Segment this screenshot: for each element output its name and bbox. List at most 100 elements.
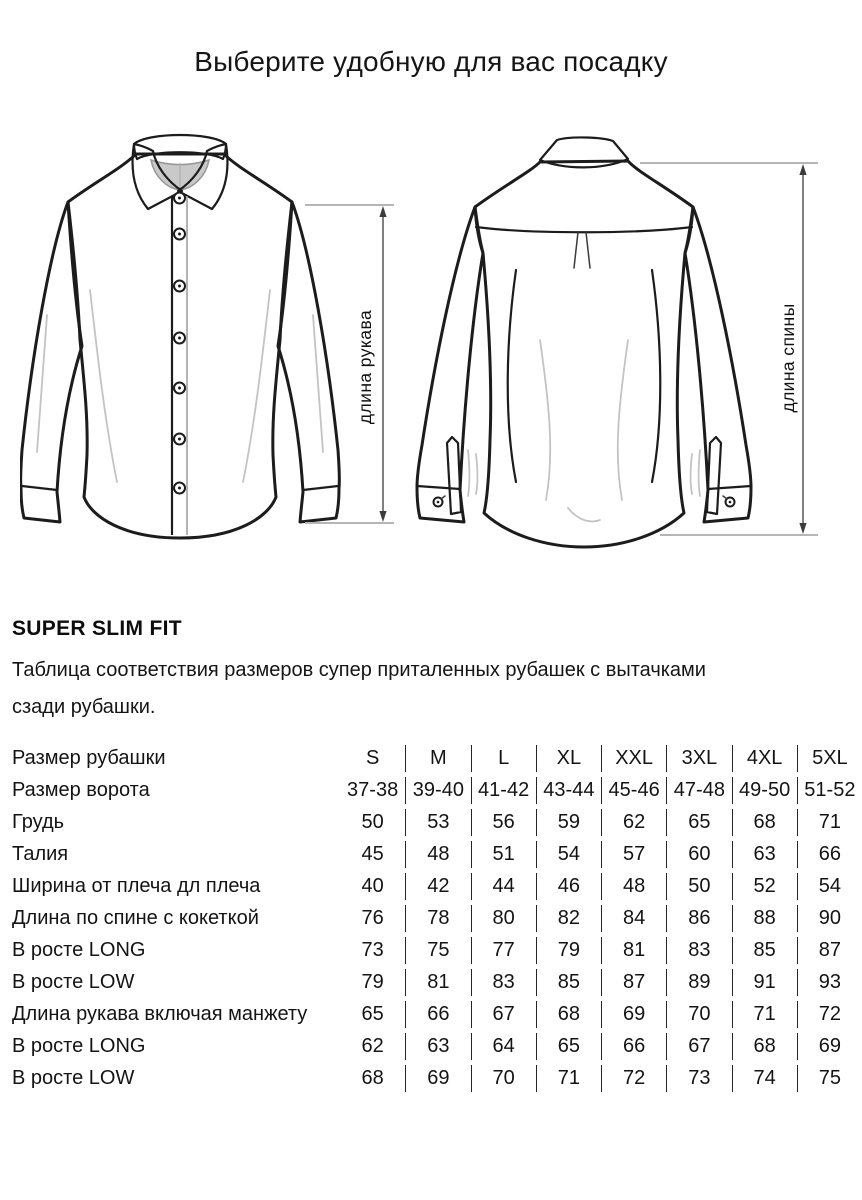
cell-value: 68 xyxy=(361,1067,384,1089)
cell-value: 54 xyxy=(535,841,601,868)
front-buttons xyxy=(173,191,186,495)
cell-value: 52 xyxy=(731,873,797,900)
cell-value: 37-38 xyxy=(347,779,399,801)
row-label: Размер рубашки xyxy=(12,747,166,769)
cell-value: 66 xyxy=(796,841,862,868)
cell-value: 65 xyxy=(535,1033,601,1060)
cell-value: 43-44 xyxy=(535,777,601,804)
cell-value: 46 xyxy=(535,873,601,900)
table-row: Размер ворота 37-38 39-40 41-42 43-44 45-46 47… xyxy=(12,777,862,804)
table-row: В росте LONG 73 75 77 79 81 83 85 87 xyxy=(12,937,862,964)
cell-value: 45 xyxy=(361,843,384,865)
cell-value: 45-46 xyxy=(601,777,666,804)
cell-value: 80 xyxy=(470,905,536,932)
cell-value: 51-52 xyxy=(796,777,862,804)
cell-value: 68 xyxy=(535,1001,601,1028)
cell-value: 75 xyxy=(796,1065,862,1092)
cell-value: 82 xyxy=(535,905,601,932)
cell-value: XL xyxy=(535,745,601,772)
row-label: В росте LONG xyxy=(12,1035,146,1057)
cell-value: 63 xyxy=(405,1033,470,1060)
cell-value: 62 xyxy=(601,809,666,836)
cell-value: 5XL xyxy=(796,745,862,772)
table-row: Талия 45 48 51 54 57 60 63 66 xyxy=(12,841,862,868)
cell-value: 81 xyxy=(405,969,470,996)
cell-value: 78 xyxy=(405,905,470,932)
cell-value: 54 xyxy=(796,873,862,900)
row-label: Длина по спине с кокеткой xyxy=(12,907,259,929)
cell-value: 67 xyxy=(470,1001,536,1028)
cell-value: 42 xyxy=(405,873,470,900)
section-description: Таблица соответствия размеров супер прит… xyxy=(12,652,832,726)
table-row: Длина рукава включая манжету 65 66 67 68 69 70… xyxy=(12,1001,862,1028)
cell-value: 44 xyxy=(470,873,536,900)
table-row: Грудь 50 53 56 59 62 65 68 71 xyxy=(12,809,862,836)
cell-value: 73 xyxy=(666,1065,731,1092)
cell-value: 50 xyxy=(361,811,384,833)
cell-value: 91 xyxy=(731,969,797,996)
table-row: Размер рубашки S M L XL XXL 3XL 4XL 5XL xyxy=(12,745,862,772)
sleeve-length-label: длина рукава xyxy=(355,310,375,424)
cell-value: M xyxy=(405,745,470,772)
table-row: В росте LOW 79 81 83 85 87 89 91 93 xyxy=(12,969,862,996)
row-label: В росте LOW xyxy=(12,971,135,993)
row-label: Размер ворота xyxy=(12,779,150,801)
cell-value: 47-48 xyxy=(666,777,731,804)
cell-value: 77 xyxy=(470,937,536,964)
cell-value: 85 xyxy=(535,969,601,996)
cell-value: 48 xyxy=(601,873,666,900)
cell-value: 4XL xyxy=(731,745,797,772)
shirt-diagram: длина рукава длина спины xyxy=(0,110,862,580)
description-line-2: сзади рубашки. xyxy=(12,696,156,718)
cell-value: 75 xyxy=(405,937,470,964)
shirt-back-illustration xyxy=(415,136,753,549)
cell-value: 72 xyxy=(601,1065,666,1092)
cell-value: 70 xyxy=(666,1001,731,1028)
cell-value: 51 xyxy=(470,841,536,868)
cell-value: 62 xyxy=(361,1035,384,1057)
cell-value: 87 xyxy=(796,937,862,964)
dimension-annotations: длина рукава длина спины xyxy=(305,162,818,536)
size-table-body: Размер рубашки S M L XL XXL 3XL 4XL 5XL Размер во… xyxy=(12,745,862,1092)
cell-value: 76 xyxy=(361,907,384,929)
cell-value: 63 xyxy=(731,841,797,868)
back-length-label: длина спины xyxy=(778,303,798,412)
row-label: Ширина от плеча дл плеча xyxy=(12,875,261,897)
cell-value: 65 xyxy=(666,809,731,836)
cell-value: 79 xyxy=(535,937,601,964)
description-line-1: Таблица соответствия размеров супер прит… xyxy=(12,659,706,681)
cell-value: 89 xyxy=(666,969,731,996)
table-row: В росте LONG 62 63 64 65 66 67 68 69 xyxy=(12,1033,862,1060)
cell-value: XXL xyxy=(601,745,666,772)
cell-value: 74 xyxy=(731,1065,797,1092)
cell-value: 49-50 xyxy=(731,777,797,804)
row-label: В росте LONG xyxy=(12,939,146,961)
cell-value: 59 xyxy=(535,809,601,836)
cell-value: 73 xyxy=(361,939,384,961)
cell-value: 71 xyxy=(731,1001,797,1028)
cell-value: 90 xyxy=(796,905,862,932)
cell-value: 79 xyxy=(361,971,384,993)
row-label: В росте LOW xyxy=(12,1067,135,1089)
cell-value: L xyxy=(470,745,536,772)
cell-value: 87 xyxy=(601,969,666,996)
cell-value: 68 xyxy=(731,1033,797,1060)
cell-value: 41-42 xyxy=(470,777,536,804)
cell-value: 71 xyxy=(796,809,862,836)
cell-value: 48 xyxy=(405,841,470,868)
cell-value: 71 xyxy=(535,1065,601,1092)
cell-value: 83 xyxy=(666,937,731,964)
cell-value: 81 xyxy=(601,937,666,964)
shirt-front-illustration xyxy=(20,133,341,540)
table-row: Ширина от плеча дл плеча 40 42 44 46 48 50 52 54 xyxy=(12,873,862,900)
cell-value: 70 xyxy=(470,1065,536,1092)
table-row: В росте LOW 68 69 70 71 72 73 74 75 xyxy=(12,1065,862,1092)
row-label: Талия xyxy=(12,843,69,865)
cell-value: 39-40 xyxy=(405,777,470,804)
cell-value: 88 xyxy=(731,905,797,932)
section-heading: SUPER SLIM FIT xyxy=(12,617,182,640)
cell-value: 40 xyxy=(361,875,384,897)
cell-value: 85 xyxy=(731,937,797,964)
cell-value: 60 xyxy=(666,841,731,868)
cell-value: 56 xyxy=(470,809,536,836)
